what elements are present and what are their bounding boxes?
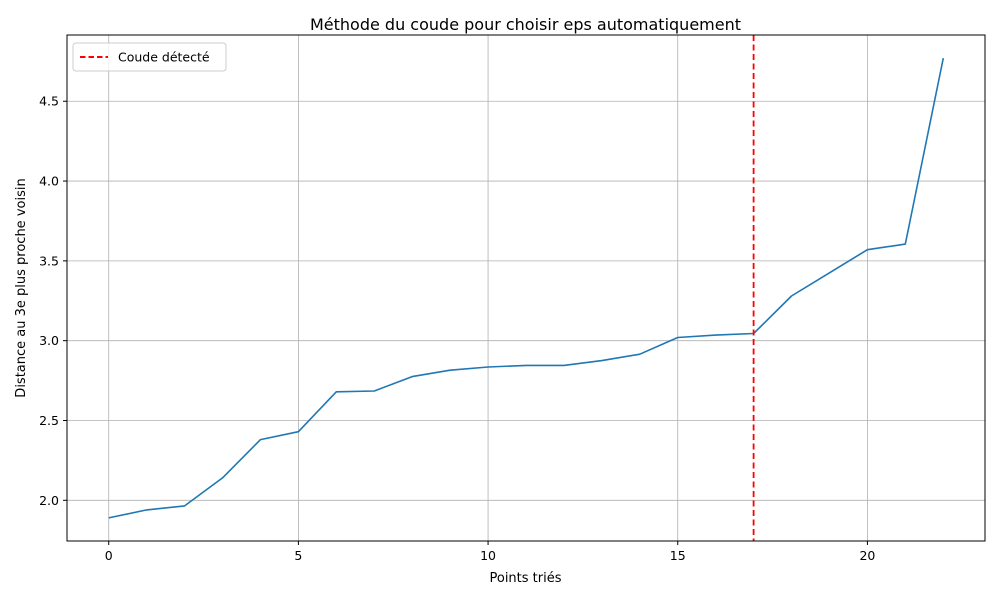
x-axis-label: Points triés — [489, 571, 561, 586]
x-tick-label: 15 — [670, 548, 686, 563]
legend: Coude détecté — [72, 42, 227, 72]
y-tick-label: 3.5 — [39, 253, 59, 268]
y-tick-label: 2.5 — [39, 413, 59, 428]
x-tick-label: 0 — [105, 548, 113, 563]
x-tick-label: 5 — [294, 548, 302, 563]
ticks: 0 5 10 15 20 2.0 2.5 3.0 3.5 4.0 4.5 — [39, 94, 875, 563]
legend-box — [72, 42, 227, 72]
plot-frame — [66, 34, 986, 542]
y-tick-label: 3.0 — [39, 333, 59, 348]
legend-label: Coude détecté — [118, 50, 210, 65]
y-tick-label: 2.0 — [39, 493, 59, 508]
series-line — [108, 57, 945, 519]
x-tick-label: 10 — [480, 548, 496, 563]
y-tick-label: 4.5 — [39, 94, 59, 109]
y-axis-label: Distance au 3e plus proche voisin — [14, 178, 29, 397]
series-layer — [108, 57, 945, 519]
y-tick-label: 4.0 — [39, 174, 59, 189]
chart-title: Méthode du coude pour choisir eps automa… — [310, 15, 741, 34]
x-tick-label: 20 — [859, 548, 875, 563]
grid — [67, 35, 985, 541]
